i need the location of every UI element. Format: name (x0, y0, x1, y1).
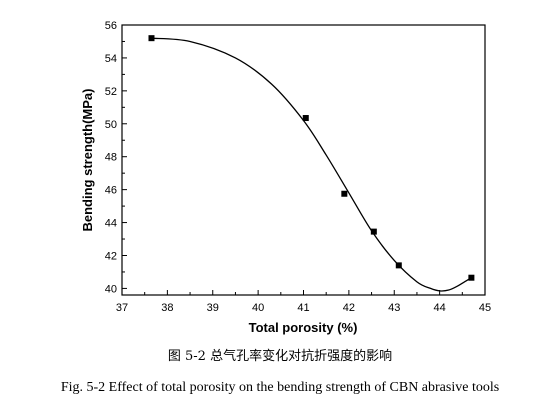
y-tick-label: 44 (105, 218, 117, 230)
figure-caption-chinese: 图 5-2 总气孔率变化对抗折强度的影响 (167, 349, 393, 364)
data-points (148, 35, 475, 281)
x-tick-label: 39 (207, 302, 219, 314)
x-axis-label: Total porosity (%) (249, 320, 358, 335)
data-point (341, 190, 348, 197)
axis-ticks (121, 24, 486, 295)
x-tick-label: 45 (479, 302, 491, 314)
x-tick-label: 43 (388, 302, 400, 314)
data-point (148, 35, 155, 42)
x-tick-label: 37 (116, 302, 128, 314)
data-point (468, 274, 475, 281)
y-tick-label: 42 (105, 250, 117, 262)
fit-curve (151, 37, 472, 292)
tick-labels: 37 38 39 40 41 42 43 44 45 40 42 44 46 48 50 52 54 56 (105, 20, 491, 314)
figure-caption-english: Fig. 5-2 Effect of total porosity on the… (60, 380, 500, 395)
data-point (370, 228, 377, 235)
y-tick-label: 54 (105, 53, 117, 65)
data-point (302, 115, 309, 122)
y-tick-label: 52 (105, 86, 117, 98)
x-tick-label: 40 (252, 302, 264, 314)
y-tick-label: 40 (105, 283, 117, 295)
data-point (395, 262, 402, 269)
y-tick-label: 46 (105, 185, 117, 197)
y-axis-label: Bending strength(MPa) (80, 89, 95, 232)
plot-frame (121, 24, 486, 296)
y-tick-label: 48 (105, 152, 117, 164)
y-tick-label: 50 (105, 119, 117, 131)
x-tick-label: 38 (161, 302, 173, 314)
x-tick-label: 41 (297, 302, 309, 314)
scatter-chart: 37 38 39 40 41 42 43 44 45 40 42 44 46 48 50 52 54 56 Tot… (80, 20, 491, 335)
x-tick-label: 42 (343, 302, 355, 314)
x-tick-label: 44 (434, 302, 446, 314)
y-tick-label: 56 (105, 20, 117, 32)
